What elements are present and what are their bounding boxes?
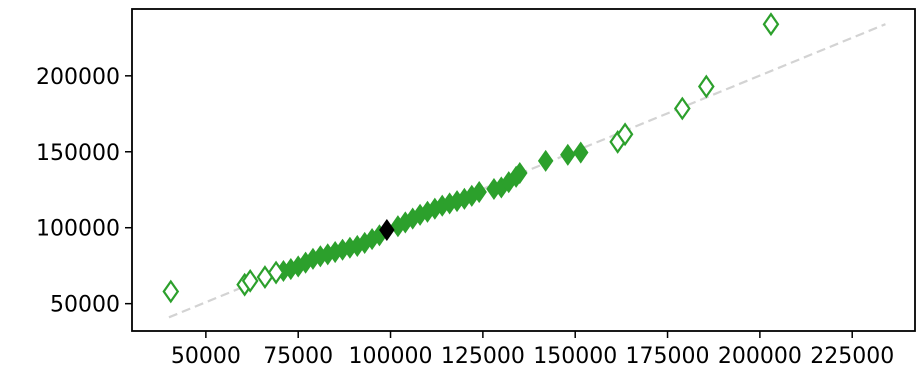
open-data-point xyxy=(162,279,180,304)
x-tick-label: 75000 xyxy=(263,344,333,369)
x-tick-label: 200000 xyxy=(718,344,802,369)
y-axis: 50000 100000 150000 200000 xyxy=(36,65,132,318)
filled-data-point xyxy=(560,143,576,166)
plot-border xyxy=(131,8,916,332)
axes-frame xyxy=(131,8,916,332)
highlight-point xyxy=(379,218,395,242)
x-tick-label: 175000 xyxy=(626,344,710,369)
open-data-point xyxy=(762,12,780,37)
y-tick-label: 50000 xyxy=(50,293,120,318)
open-data-point xyxy=(241,268,259,293)
x-tick-label: 50000 xyxy=(171,344,241,369)
open-data-point xyxy=(697,74,715,99)
y-tick-label: 150000 xyxy=(36,141,120,166)
filled-data-point xyxy=(512,161,528,185)
filled-data-point xyxy=(537,149,554,172)
open-data-point xyxy=(673,96,691,121)
y-tick-label: 100000 xyxy=(36,217,120,242)
plot-area xyxy=(162,12,886,319)
open-data-point xyxy=(267,260,285,285)
filled-data-point xyxy=(471,180,487,204)
x-axis: 50000 75000 100000 125000 150000 175000 200000… xyxy=(171,331,894,369)
x-tick-label: 225000 xyxy=(810,344,894,369)
x-tick-label: 125000 xyxy=(441,344,525,369)
filled-data-point xyxy=(573,141,589,164)
open-data-point xyxy=(616,122,634,147)
data-markers xyxy=(162,12,780,304)
x-tick-label: 100000 xyxy=(349,344,433,369)
x-tick-label: 150000 xyxy=(533,344,617,369)
y-tick-label: 200000 xyxy=(36,65,120,90)
